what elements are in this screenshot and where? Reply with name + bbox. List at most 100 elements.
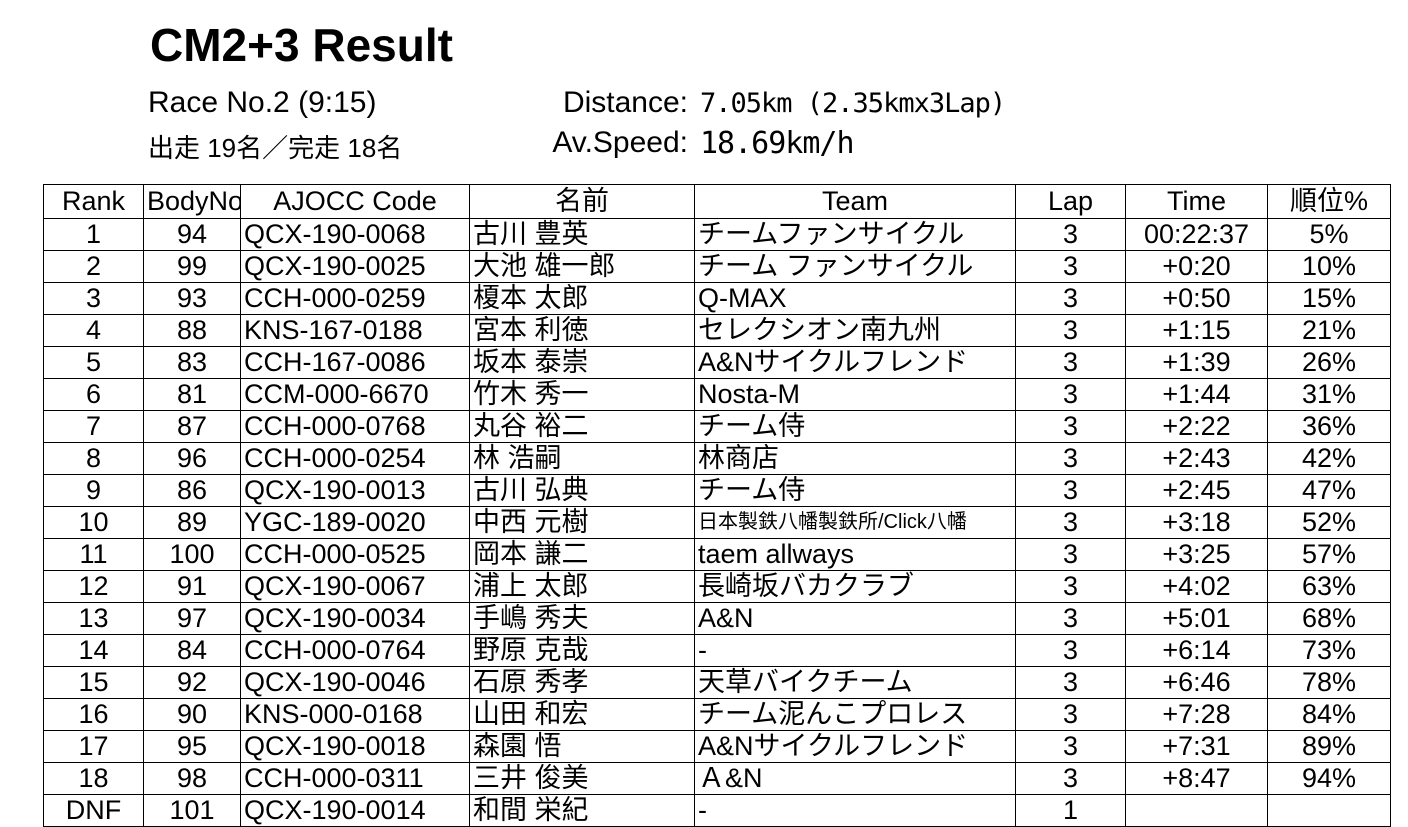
result-row: DNF 101 QCX-190-0014 和間 栄紀 -1: [43, 794, 1391, 827]
cell: 山田 和宏: [469, 698, 695, 731]
cell: 10%: [1267, 250, 1391, 283]
cell: 89%: [1267, 730, 1391, 763]
distance-value: 7.05km (2.35kmx3Lap): [700, 88, 1006, 119]
cell: 99: [143, 250, 241, 283]
cell: 42%: [1267, 442, 1391, 475]
cell: 18: [43, 762, 144, 795]
cell: 95: [143, 730, 241, 763]
column-header: Team: [694, 184, 1016, 219]
cell: +8:47: [1125, 762, 1268, 795]
speed-label: Av.Speed:: [552, 126, 688, 159]
cell: taem allways: [694, 538, 1016, 571]
cell: 21%: [1267, 314, 1391, 347]
cell: 宮本 利徳: [469, 314, 695, 347]
cell: CCH-000-0254: [240, 442, 470, 475]
cell: 93: [143, 282, 241, 315]
cell: チーム泥んこプロレス: [694, 698, 1016, 731]
cell: 大池 雄一郎: [469, 250, 695, 283]
cell: 日本製鉄八幡製鉄所/Click八幡: [694, 506, 1016, 539]
cell: 古川 弘典: [469, 474, 695, 507]
cell: 浦上 太郎: [469, 570, 695, 603]
cell: 86: [143, 474, 241, 507]
cell: チーム侍: [694, 410, 1016, 443]
cell: 榎本 太郎: [469, 282, 695, 315]
cell: CCH-000-0768: [240, 410, 470, 443]
cell: QCX-190-0034: [240, 602, 470, 635]
cell: Q-MAX: [694, 282, 1016, 315]
result-row: 8 96 CCH-000-0254 林 浩嗣 林商店 3 +2:43 42%: [43, 442, 1391, 475]
distance-label: Distance:: [562, 86, 688, 119]
cell: 3: [1015, 666, 1126, 699]
column-header: AJOCC Code: [240, 184, 470, 219]
cell: 10: [43, 506, 144, 539]
cell: 三井 俊美: [469, 762, 695, 795]
cell: 17: [43, 730, 144, 763]
cell: Nosta-M: [694, 378, 1016, 411]
cell: 3: [1015, 442, 1126, 475]
cell: 丸谷 裕二: [469, 410, 695, 443]
result-row: 16 90 KNS-000-0168 山田 和宏 チーム泥んこプロレス 3 +7:28 84%: [43, 698, 1391, 731]
cell: 6: [43, 378, 144, 411]
cell: +4:02: [1125, 570, 1268, 603]
cell: QCX-190-0068: [240, 218, 470, 251]
header-row: Rank BodyNo AJOCC Code 名前 Team Lap Time 順位%: [43, 184, 1391, 219]
cell: 98: [143, 762, 241, 795]
result-row: 5 83 CCH-167-0086 坂本 泰崇 A&Nサイクルフレンド 3 +1:39 26%: [43, 346, 1391, 379]
cell: 92: [143, 666, 241, 699]
cell: 野原 克哉: [469, 634, 695, 667]
cell: 1: [1015, 794, 1126, 827]
result-row: 10 89 YGC-189-0020 中西 元樹 日本製鉄八幡製鉄所/Click八幡 3 +…: [43, 506, 1391, 539]
cell: YGC-189-0020: [240, 506, 470, 539]
cell: 3: [1015, 602, 1126, 635]
cell: チームファンサイクル: [694, 218, 1016, 251]
cell: 16: [43, 698, 144, 731]
cell: 12: [43, 570, 144, 603]
cell: 101: [143, 794, 241, 827]
cell: +2:22: [1125, 410, 1268, 443]
results-table: Rank BodyNo AJOCC Code 名前 Team Lap Time 順位% 1 94…: [43, 184, 1391, 827]
cell: 26%: [1267, 346, 1391, 379]
cell: 52%: [1267, 506, 1391, 539]
cell: 57%: [1267, 538, 1391, 571]
cell: 7: [43, 410, 144, 443]
cell: 100: [143, 538, 241, 571]
cell: 81: [143, 378, 241, 411]
cell: +7:31: [1125, 730, 1268, 763]
result-row: 11 100 CCH-000-0525 岡本 謙二 taem allways 3 +3:25…: [43, 538, 1391, 571]
cell: +6:46: [1125, 666, 1268, 699]
cell: 3: [1015, 538, 1126, 571]
cell: +7:28: [1125, 698, 1268, 731]
cell: 84%: [1267, 698, 1391, 731]
cell: 中西 元樹: [469, 506, 695, 539]
cell: 古川 豊英: [469, 218, 695, 251]
cell: セレクシオン南九州: [694, 314, 1016, 347]
cell: 83: [143, 346, 241, 379]
cell: 1: [43, 218, 144, 251]
cell: 31%: [1267, 378, 1391, 411]
cell: DNF: [43, 794, 144, 827]
column-header: BodyNo: [143, 184, 241, 219]
column-header: Time: [1125, 184, 1268, 219]
cell: 長崎坂バカクラブ: [694, 570, 1016, 603]
cell: -: [694, 794, 1016, 827]
cell: QCX-190-0018: [240, 730, 470, 763]
result-row: 14 84 CCH-000-0764 野原 克哉 -3 +6:14 73%: [43, 634, 1391, 667]
cell: KNS-167-0188: [240, 314, 470, 347]
cell: 63%: [1267, 570, 1391, 603]
cell: 2: [43, 250, 144, 283]
cell: +6:14: [1125, 634, 1268, 667]
cell: 94: [143, 218, 241, 251]
cell: [1267, 794, 1391, 827]
cell: 岡本 謙二: [469, 538, 695, 571]
cell: 石原 秀孝: [469, 666, 695, 699]
cell: 4: [43, 314, 144, 347]
cell: 3: [1015, 378, 1126, 411]
cell: +1:39: [1125, 346, 1268, 379]
cell: 手嶋 秀夫: [469, 602, 695, 635]
cell: 竹木 秀一: [469, 378, 695, 411]
cell: 89: [143, 506, 241, 539]
cell: 3: [1015, 346, 1126, 379]
title: CM2+3 Result: [150, 19, 453, 71]
result-row: 15 92 QCX-190-0046 石原 秀孝 天草バイクチーム 3 +6:46 78%: [43, 666, 1391, 699]
